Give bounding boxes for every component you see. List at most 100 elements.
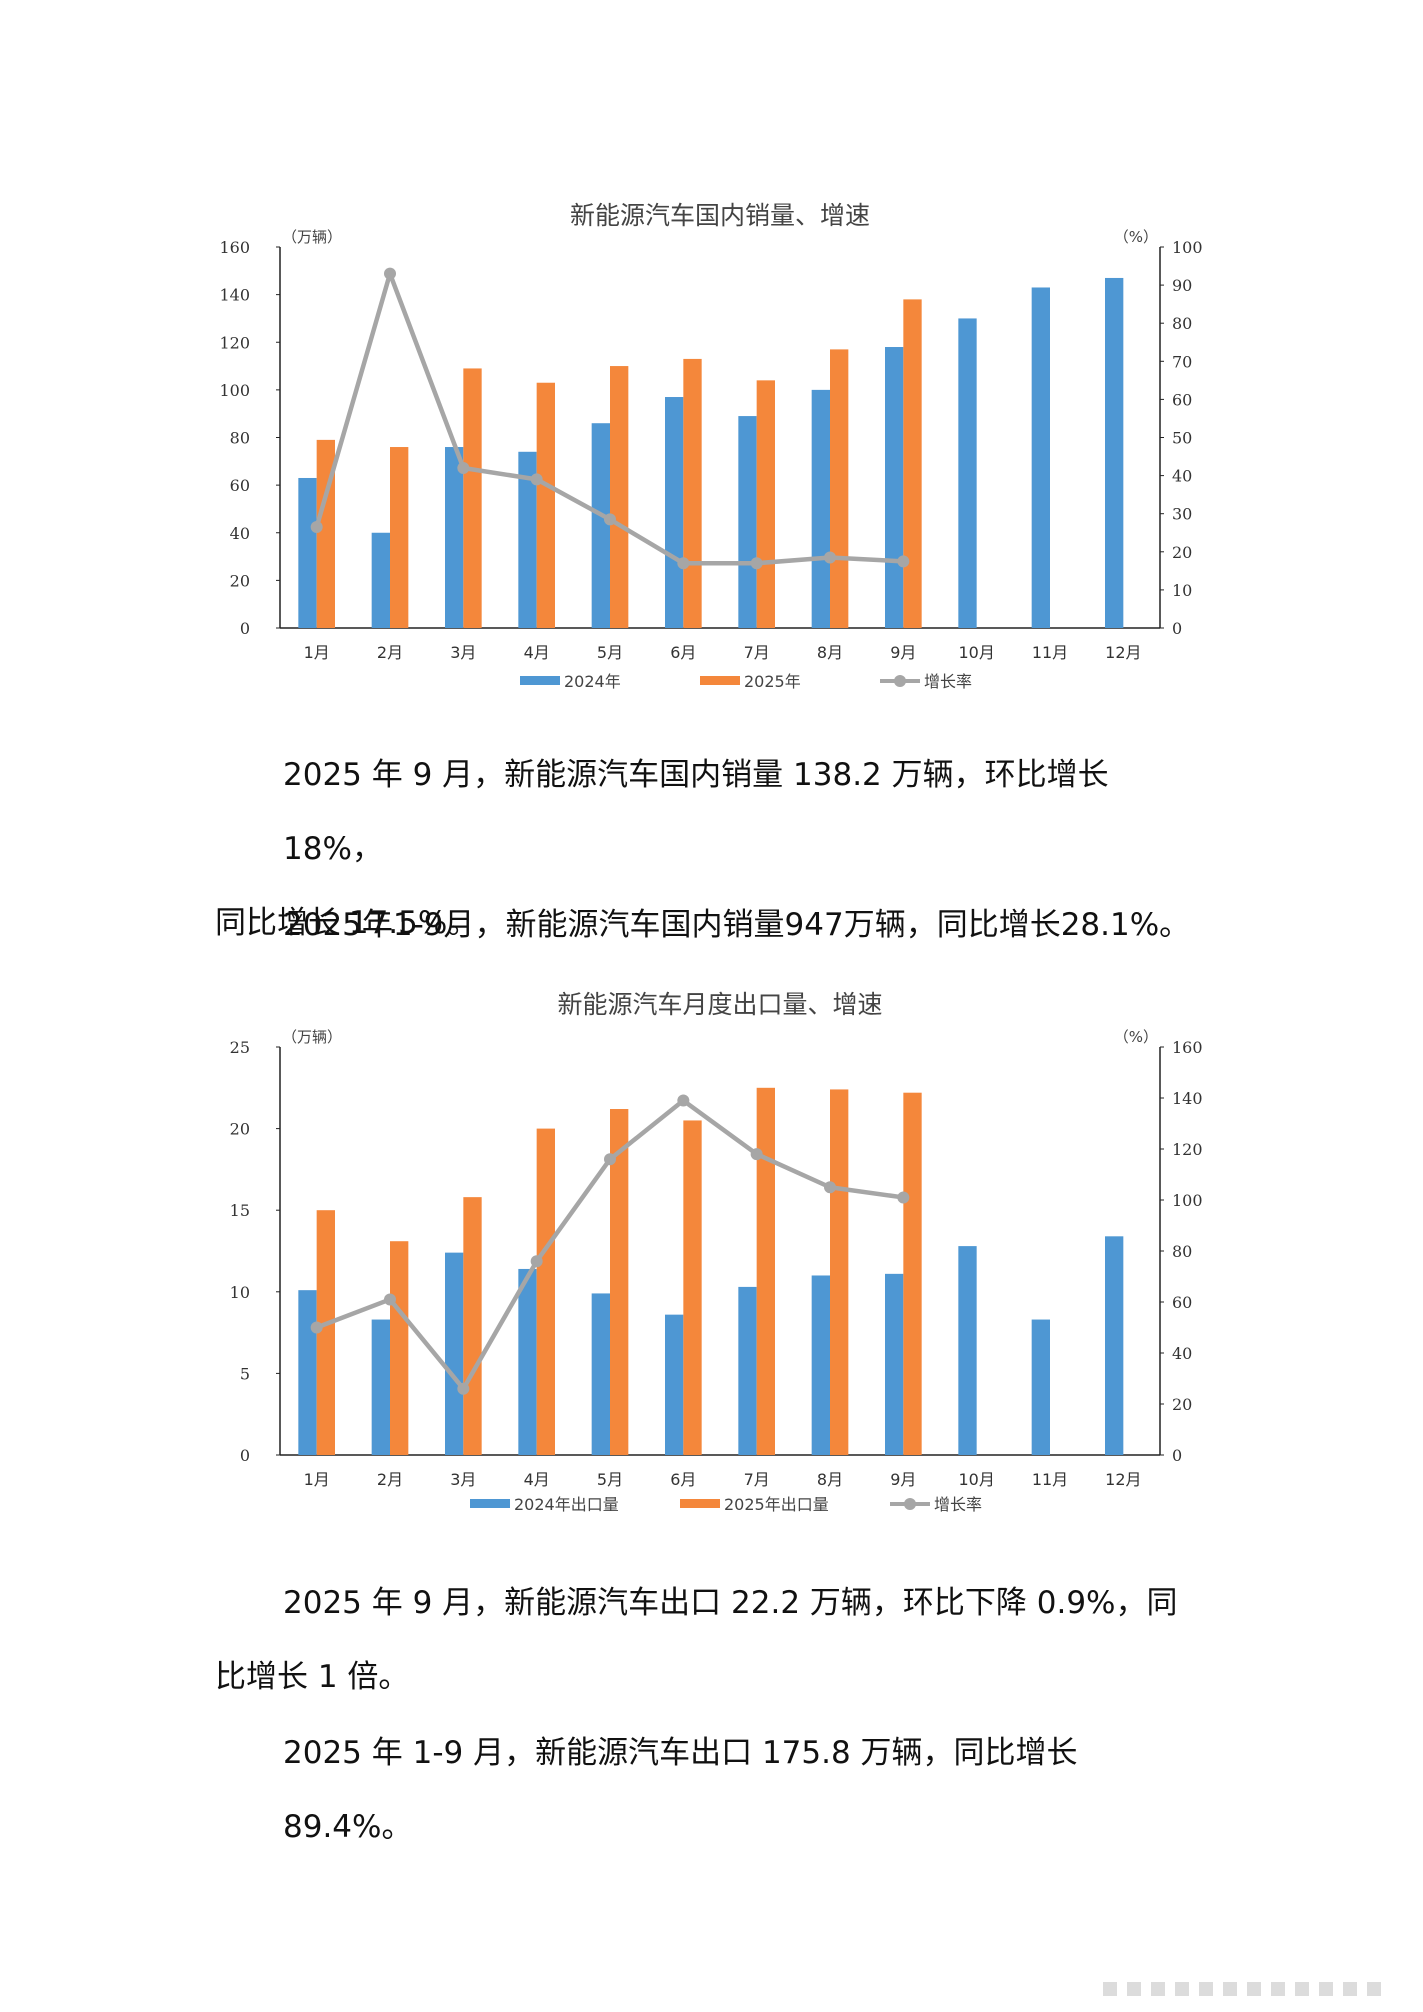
export-chart-svg: 新能源汽车月度出口量、增速 （万辆） （%） 0 5 10 15 20 25 0 20 40 60 80 1…: [230, 990, 1203, 1514]
bar-series1: [371, 1319, 390, 1455]
growth-rate-point: [310, 521, 323, 534]
bar-series1: [885, 347, 904, 628]
bar-series2: [830, 349, 849, 628]
left-unit-label: （万辆）: [282, 1028, 342, 1046]
x-tick-label: 7月: [744, 643, 770, 662]
bar-series1: [665, 1314, 684, 1455]
right-tick-label: 80: [1172, 314, 1192, 333]
domestic-sales-chart: 新能源汽车国内销量、增速 （万辆） （%） 0 20 40 60 80 100 120 140 160…: [210, 185, 1220, 705]
bar-series1: [811, 389, 830, 628]
right-tick-label: 100: [1172, 1191, 1203, 1210]
left-tick-label: 0: [240, 619, 250, 638]
x-tick-label: 10月: [958, 1470, 994, 1489]
bar-series1: [738, 416, 757, 628]
growth-rate-point: [530, 1255, 543, 1268]
paragraph-line: 2025 年 9 月，新能源汽车出口 22.2 万辆，环比下降 0.9%，同: [283, 1585, 1178, 1621]
bar-series1: [958, 318, 977, 628]
left-tick-label: 40: [230, 524, 250, 543]
legend-label: 2025年出口量: [724, 1495, 829, 1514]
x-tick-label: 9月: [890, 643, 916, 662]
x-tick-label: 6月: [670, 1470, 696, 1489]
paragraph-export-sept: 2025 年 9 月，新能源汽车出口 22.2 万辆，环比下降 0.9%，同 比…: [215, 1566, 1215, 1714]
bar-series2: [610, 366, 629, 628]
bar-series2: [390, 447, 409, 628]
bar-series2: [463, 368, 482, 628]
legend-swatch: [470, 1499, 510, 1508]
x-tick-label: 1月: [304, 643, 330, 662]
bar-series2: [903, 299, 922, 628]
bar-series1: [811, 1275, 830, 1455]
bar-series2: [610, 1109, 629, 1455]
x-tick-label: 10月: [958, 643, 994, 662]
bar-series1: [738, 1286, 757, 1455]
right-tick-label: 100: [1172, 238, 1203, 257]
legend-swatch: [680, 1499, 720, 1508]
right-tick-label: 0: [1172, 619, 1182, 638]
bar-series1: [1031, 1319, 1050, 1455]
paragraph-export-ytd: 2025 年 1-9 月，新能源汽车出口 175.8 万辆，同比增长 89.4%…: [215, 1716, 1215, 1864]
growth-rate-point: [824, 551, 836, 564]
paragraph-line: 2025 年 9 月，新能源汽车国内销量 138.2 万辆，环比增长 18%，: [283, 757, 1109, 867]
right-tick-label: 80: [1172, 1242, 1192, 1261]
right-tick-label: 160: [1172, 1038, 1203, 1057]
left-tick-label: 20: [230, 571, 250, 590]
right-tick-label: 50: [1172, 429, 1192, 448]
left-tick-label: 100: [219, 381, 250, 400]
bar-series1: [298, 477, 317, 628]
right-unit-label: （%）: [1114, 228, 1158, 246]
growth-rate-point: [384, 1293, 396, 1306]
right-tick-label: 60: [1172, 1293, 1192, 1312]
right-tick-label: 90: [1172, 276, 1192, 295]
bar-series2: [756, 1087, 775, 1455]
paragraph-line: 2025 年 1-9 月，新能源汽车出口 175.8 万辆，同比增长 89.4%…: [283, 1735, 1078, 1845]
x-tick-label: 5月: [597, 1470, 623, 1489]
paragraph-line: 2025年1-9月，新能源汽车国内销量947万辆，同比增长28.1%。: [283, 907, 1191, 943]
growth-rate-point: [604, 1153, 616, 1166]
growth-rate-point: [677, 557, 690, 570]
x-tick-label: 3月: [450, 643, 476, 662]
growth-rate-point: [457, 461, 470, 474]
domestic-sales-chart-svg: 新能源汽车国内销量、增速（万辆） （%）020406080100120140160…: [219, 201, 1203, 691]
bar-series1: [518, 1268, 537, 1455]
bar-series1: [445, 1252, 464, 1455]
growth-rate-point: [897, 555, 910, 568]
bar-series1: [518, 451, 537, 628]
bar-series1: [298, 1290, 317, 1455]
right-tick-label: 30: [1172, 505, 1192, 524]
bar-series1: [665, 397, 684, 628]
export-chart: 新能源汽车月度出口量、增速 （万辆） （%） 0 5 10 15 20 25 0 20 40 60 80 1…: [210, 985, 1220, 1520]
x-tick-label: 12月: [1105, 1470, 1141, 1489]
right-tick-label: 10: [1172, 581, 1192, 600]
growth-rate-point: [824, 1181, 836, 1194]
right-tick-label: 40: [1172, 467, 1192, 486]
paragraph-line: 比增长 1 倍。: [215, 1659, 410, 1695]
bar-series1: [1105, 277, 1124, 628]
x-tick-label: 3月: [450, 1470, 476, 1489]
bar-series1: [591, 423, 610, 628]
growth-rate-point: [457, 1382, 470, 1395]
bar-series1: [885, 1273, 904, 1455]
chart-title: 新能源汽车国内销量、增速: [570, 201, 870, 230]
left-tick-label: 5: [240, 1364, 250, 1383]
growth-rate-point: [310, 1321, 323, 1334]
left-tick-label: 80: [230, 429, 250, 448]
x-tick-label: 5月: [597, 643, 623, 662]
bar-series2: [390, 1241, 409, 1455]
x-tick-label: 8月: [817, 1470, 843, 1489]
paragraph-line: 同比增长 17.5%。: [215, 905, 479, 941]
bar-series2: [756, 380, 775, 628]
paragraph-domestic-ytd: 2025年1-9月，新能源汽车国内销量947万辆，同比增长28.1%。: [215, 888, 1215, 962]
legend-label: 增长率: [924, 672, 972, 691]
right-tick-label: 40: [1172, 1344, 1192, 1363]
x-tick-label: 12月: [1105, 643, 1141, 662]
legend-swatch-marker: [904, 1498, 916, 1510]
right-tick-label: 20: [1172, 1395, 1192, 1414]
right-tick-label: 120: [1172, 1140, 1203, 1159]
right-tick-label: 20: [1172, 543, 1192, 562]
growth-rate-point: [677, 1094, 690, 1107]
growth-rate-point: [530, 473, 543, 486]
bar-series1: [1031, 287, 1050, 628]
x-tick-label: 1月: [304, 1470, 330, 1489]
bar-series2: [683, 358, 702, 628]
legend-swatch: [520, 676, 560, 685]
